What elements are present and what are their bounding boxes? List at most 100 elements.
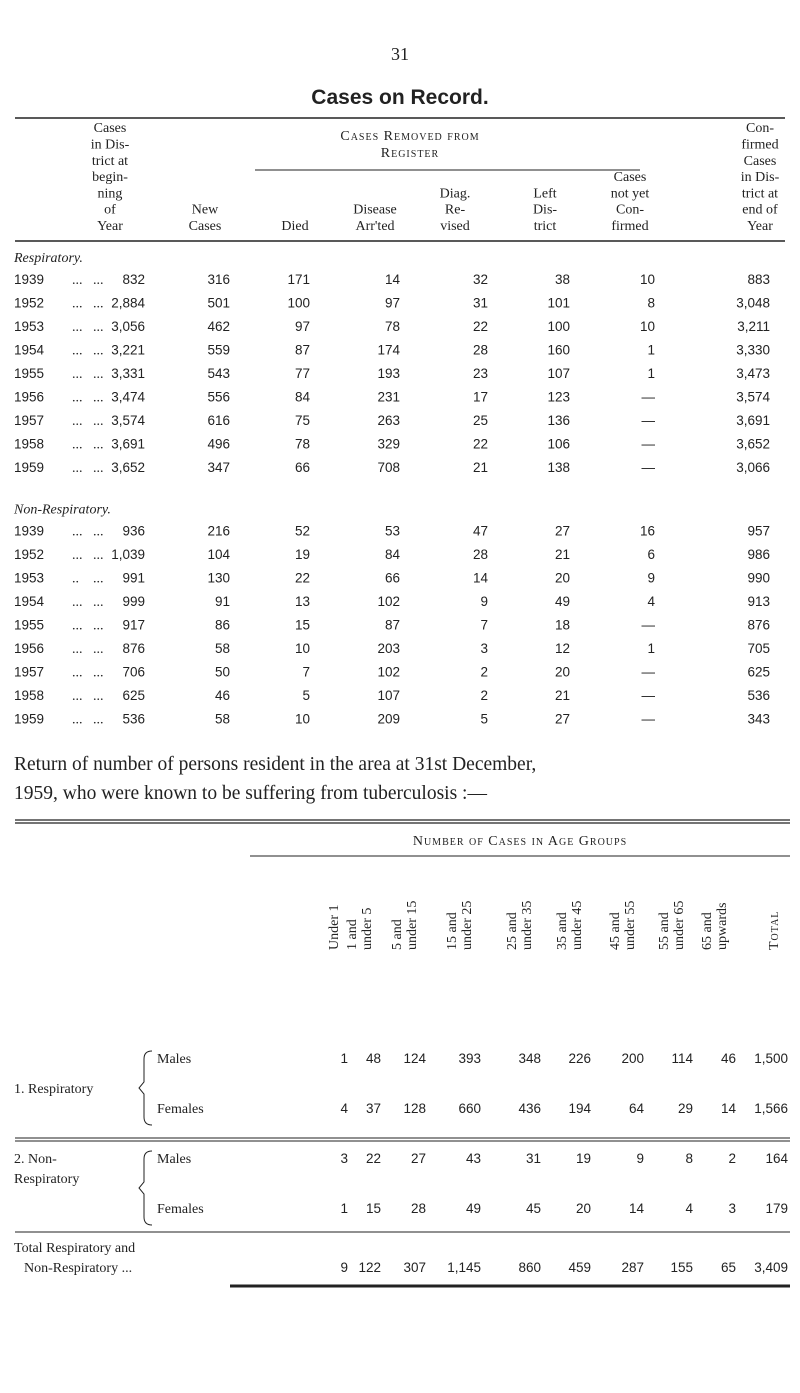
cell: 4 — [340, 1101, 348, 1116]
cell: 536 — [122, 712, 145, 727]
column-header: Con- — [746, 121, 774, 136]
leader: ... ... — [72, 297, 104, 312]
cell: 43 — [466, 1151, 481, 1166]
cell: 1 — [340, 1051, 348, 1066]
cell: 27 — [411, 1151, 426, 1166]
cell: 3,211 — [737, 319, 770, 334]
row-year: 1954 — [14, 594, 45, 609]
cell: 393 — [458, 1051, 481, 1066]
cell: 7 — [302, 665, 310, 680]
column-header: trict at — [742, 186, 778, 201]
cell: 21 — [555, 547, 570, 562]
column-header: trict at — [92, 154, 128, 169]
cell: 21 — [555, 688, 570, 703]
cell: 3,331 — [111, 366, 145, 381]
cell: 78 — [385, 319, 400, 334]
cell: 3 — [480, 641, 488, 656]
column-header: Died — [281, 219, 308, 234]
leader: ... ... — [72, 391, 104, 406]
cell: 957 — [747, 524, 770, 539]
cell: 436 — [518, 1101, 541, 1116]
cell: 200 — [621, 1051, 644, 1066]
cell: — — [642, 712, 656, 727]
cell: 462 — [207, 319, 230, 334]
cell: 876 — [747, 618, 770, 633]
cell: 138 — [547, 460, 570, 475]
column-header: under 65 — [672, 901, 687, 950]
cell: 1,566 — [754, 1101, 788, 1116]
cell: 17 — [473, 390, 488, 405]
row-year: 1953 — [14, 571, 44, 586]
group-header: Cases Removed from — [340, 129, 479, 144]
cell: 708 — [377, 460, 400, 475]
cell: 1 — [647, 641, 655, 656]
leader: ... ... — [72, 689, 104, 704]
cell: 19 — [576, 1151, 591, 1166]
leader: ... ... — [72, 320, 104, 335]
row-year: 1957 — [14, 413, 44, 428]
cell: 84 — [385, 547, 401, 562]
cell: 31 — [473, 296, 488, 311]
cell: 348 — [518, 1051, 541, 1066]
cell: 3,066 — [736, 460, 770, 475]
cell: 25 — [473, 413, 488, 428]
cell: 160 — [547, 343, 570, 358]
cell: 3,056 — [111, 319, 145, 334]
column-header: Cases — [744, 154, 777, 169]
cell: 3,574 — [736, 390, 770, 405]
cell: 20 — [576, 1201, 591, 1216]
column-header: Disease — [353, 203, 397, 218]
row-year: 1955 — [14, 618, 44, 633]
cell: 194 — [568, 1101, 591, 1116]
cell: 226 — [568, 1051, 591, 1066]
cell: 28 — [473, 343, 488, 358]
leader: ... ... — [72, 548, 104, 563]
cell: 15 — [295, 618, 310, 633]
cell: — — [642, 390, 656, 405]
row-year: 1953 — [14, 319, 44, 334]
column-header: under 25 — [460, 901, 475, 950]
brace — [138, 1150, 153, 1226]
column-header: Year — [747, 219, 773, 234]
cell: 14 — [721, 1101, 737, 1116]
column-header: 25 and — [505, 912, 520, 950]
cell: 15 — [366, 1201, 381, 1216]
leader: ... ... — [72, 344, 104, 359]
cell: 9 — [340, 1260, 348, 1275]
column-header: end of — [742, 203, 778, 218]
column-header: New — [192, 203, 219, 218]
leader: ... ... — [72, 438, 104, 453]
leader: ... ... — [72, 367, 104, 382]
cell: 459 — [568, 1260, 591, 1275]
cell: 316 — [207, 272, 230, 287]
column-header: of — [104, 203, 116, 218]
column-header: vised — [440, 219, 470, 234]
cell: 5 — [480, 712, 488, 727]
cell: 496 — [207, 437, 230, 452]
column-header: Con- — [616, 203, 644, 218]
paragraph-line: 1959, who were known to be suffering fro… — [14, 783, 487, 804]
row-year: 1958 — [14, 437, 44, 452]
row-label: Females — [157, 1202, 204, 1217]
cell: 860 — [518, 1260, 541, 1275]
cell: 3,330 — [736, 343, 770, 358]
cell: 22 — [473, 319, 488, 334]
cell: 27 — [555, 712, 570, 727]
cell: 16 — [640, 524, 655, 539]
column-header: Cases — [614, 170, 647, 185]
cell: 104 — [207, 547, 230, 562]
column-header: 65 and — [700, 912, 715, 950]
row-year: 1939 — [14, 524, 44, 539]
column-header: under 55 — [623, 901, 638, 950]
cell: 87 — [385, 618, 400, 633]
cell: 65 — [721, 1260, 736, 1275]
cell: 87 — [295, 343, 310, 358]
cell: 883 — [747, 272, 770, 287]
cell: 1,039 — [111, 547, 145, 562]
cell: 27 — [555, 524, 570, 539]
cell: 216 — [207, 524, 230, 539]
cell: 46 — [215, 688, 230, 703]
cell: 876 — [122, 641, 145, 656]
